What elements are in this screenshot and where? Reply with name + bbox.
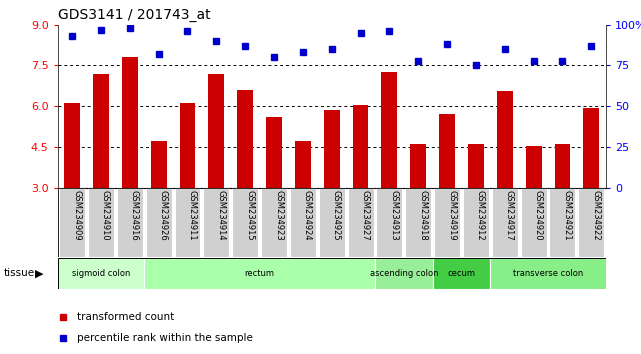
Bar (526, 145, 542, 188)
Bar (122, 57, 138, 188)
Bar (463, 188, 489, 257)
Bar (434, 188, 460, 257)
Text: GSM234914: GSM234914 (217, 190, 226, 240)
Bar (468, 144, 484, 188)
Bar (117, 188, 143, 257)
Text: GSM234915: GSM234915 (245, 190, 254, 240)
Text: GSM234916: GSM234916 (129, 190, 139, 240)
Bar (179, 103, 196, 188)
Bar (58, 258, 144, 289)
Text: GSM234919: GSM234919 (447, 190, 456, 240)
Bar (232, 188, 258, 257)
Text: GDS3141 / 201743_at: GDS3141 / 201743_at (58, 8, 210, 22)
Text: ▶: ▶ (35, 268, 44, 279)
Bar (490, 258, 606, 289)
Bar (208, 74, 224, 188)
Bar (497, 91, 513, 188)
Bar (554, 144, 570, 188)
Bar (266, 117, 282, 188)
Bar (319, 188, 345, 257)
Text: GSM234913: GSM234913 (390, 190, 399, 240)
Text: transformed count: transformed count (77, 312, 174, 322)
Bar (353, 105, 369, 188)
Text: GSM234920: GSM234920 (534, 190, 543, 240)
Text: GSM234910: GSM234910 (101, 190, 110, 240)
Text: GSM234911: GSM234911 (188, 190, 197, 240)
Bar (381, 72, 397, 188)
Text: GSM234927: GSM234927 (361, 190, 370, 240)
Bar (144, 258, 375, 289)
Text: GSM234923: GSM234923 (274, 190, 283, 240)
Bar (203, 188, 229, 257)
Text: GSM234922: GSM234922 (591, 190, 601, 240)
Bar (146, 188, 172, 257)
Bar (578, 188, 604, 257)
Bar (405, 188, 431, 257)
Bar (174, 188, 201, 257)
Text: sigmoid colon: sigmoid colon (72, 269, 130, 278)
Bar (433, 258, 490, 289)
Bar (439, 114, 455, 188)
Bar (376, 188, 403, 257)
Bar (237, 90, 253, 188)
Text: GSM234917: GSM234917 (505, 190, 514, 240)
Text: transverse colon: transverse colon (513, 269, 583, 278)
Bar (261, 188, 287, 257)
Bar (88, 188, 114, 257)
Text: GSM234918: GSM234918 (419, 190, 428, 240)
Text: GSM234925: GSM234925 (332, 190, 341, 240)
Text: GSM234909: GSM234909 (72, 190, 81, 240)
Text: cecum: cecum (447, 269, 476, 278)
Bar (324, 110, 340, 188)
Bar (59, 188, 85, 257)
Text: GSM234926: GSM234926 (159, 190, 168, 240)
Bar (290, 188, 316, 257)
Text: GSM234921: GSM234921 (563, 190, 572, 240)
Bar (151, 142, 167, 188)
Bar (64, 103, 80, 188)
Bar (375, 258, 433, 289)
Bar (347, 188, 374, 257)
Bar (492, 188, 518, 257)
Text: rectum: rectum (245, 269, 274, 278)
Text: tissue: tissue (3, 268, 35, 279)
Text: GSM234912: GSM234912 (476, 190, 485, 240)
Text: percentile rank within the sample: percentile rank within the sample (77, 333, 253, 343)
Text: ascending colon: ascending colon (370, 269, 438, 278)
Bar (549, 188, 576, 257)
Bar (93, 74, 109, 188)
Bar (410, 144, 426, 188)
Bar (520, 188, 547, 257)
Bar (583, 108, 599, 188)
Bar (295, 142, 311, 188)
Text: GSM234924: GSM234924 (303, 190, 312, 240)
